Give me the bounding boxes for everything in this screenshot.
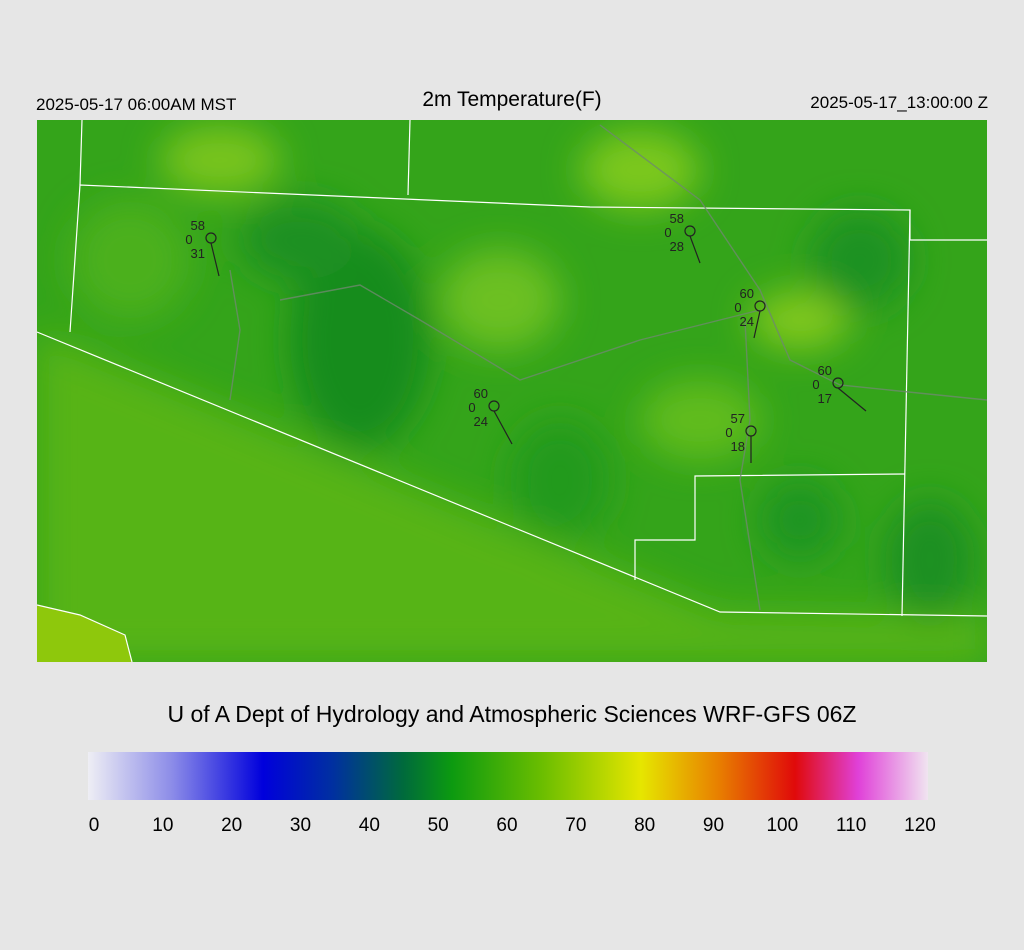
colorbar-tick-label: 80 bbox=[634, 815, 655, 836]
colorbar-tick-label: 20 bbox=[221, 815, 242, 836]
dewpoint: 17 bbox=[818, 391, 832, 406]
dewpoint: 28 bbox=[670, 239, 684, 254]
valid-time-local: 2025-05-17 06:00AM MST bbox=[36, 95, 236, 114]
map bbox=[37, 120, 987, 662]
colorbar-tick-label: 70 bbox=[565, 815, 586, 836]
wind-speed: 0 bbox=[725, 425, 732, 440]
colorbar-tick-label: 90 bbox=[703, 815, 724, 836]
colorbar-tick-label: 120 bbox=[904, 815, 936, 836]
wind-speed: 0 bbox=[812, 377, 819, 392]
colorbar-tick-label: 10 bbox=[152, 815, 173, 836]
colorbar-tick-label: 50 bbox=[428, 815, 449, 836]
colorbar-tick-label: 110 bbox=[836, 815, 866, 836]
temperature: 60 bbox=[740, 286, 754, 301]
colorbar-tick-label: 60 bbox=[496, 815, 517, 836]
temperature: 57 bbox=[731, 411, 745, 426]
colorbar-tick-label: 40 bbox=[359, 815, 380, 836]
wind-speed: 0 bbox=[664, 225, 671, 240]
temperature: 58 bbox=[670, 211, 684, 226]
wind-speed: 0 bbox=[468, 400, 475, 415]
dewpoint: 24 bbox=[474, 414, 488, 429]
temperature: 58 bbox=[191, 218, 205, 233]
wind-barb bbox=[837, 387, 867, 412]
wind-speed: 0 bbox=[734, 300, 741, 315]
dewpoint: 18 bbox=[731, 439, 745, 454]
colorbar-tick-label: 100 bbox=[766, 815, 798, 836]
wind-speed: 0 bbox=[185, 232, 192, 247]
wind-barb bbox=[689, 235, 701, 264]
dewpoint: 31 bbox=[191, 246, 205, 261]
wind-barb bbox=[753, 310, 761, 339]
colorbar-tick-label: 30 bbox=[290, 815, 311, 836]
map-title: 2m Temperature(F) bbox=[422, 88, 601, 111]
temperature: 60 bbox=[474, 386, 488, 401]
colorbar bbox=[88, 752, 928, 800]
colorbar-tick-label: 0 bbox=[89, 815, 100, 836]
valid-time-utc: 2025-05-17_13:00:00 Z bbox=[810, 93, 988, 112]
dewpoint: 24 bbox=[740, 314, 754, 329]
temperature: 60 bbox=[818, 363, 832, 378]
wind-barb bbox=[493, 410, 513, 445]
wind-barb bbox=[210, 242, 220, 277]
credit: U of A Dept of Hydrology and Atmospheric… bbox=[167, 701, 856, 727]
colorbar-ticks: 0 10 20 30 40 50 60 70 80 90 100 110 120 bbox=[89, 800, 936, 836]
